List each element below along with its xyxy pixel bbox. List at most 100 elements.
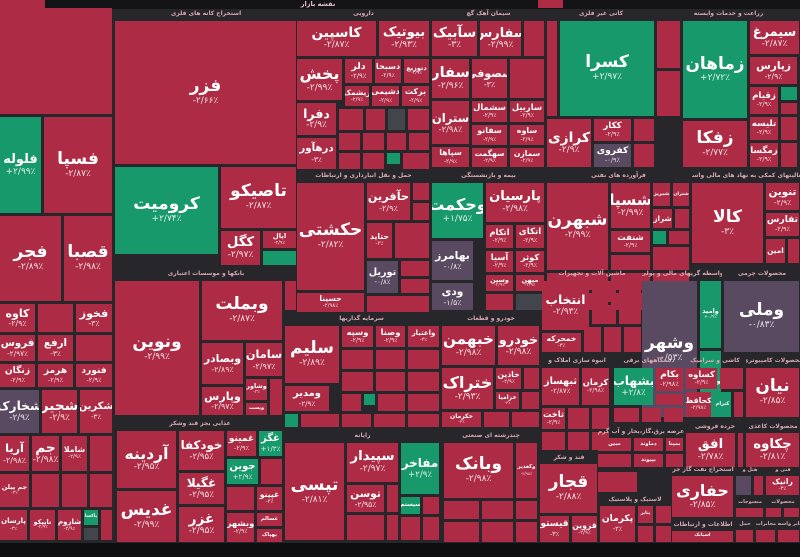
stock-tile-small[interactable]: [675, 209, 689, 228]
stock-tile[interactable]: امین: [766, 239, 785, 263]
stock-tile[interactable]: سلیم -۲/۸۹٪: [285, 326, 339, 383]
stock-tile[interactable]: سآبیک -۳٪: [432, 21, 477, 56]
stock-tile[interactable]: سپاها -۲/۹٪: [432, 147, 469, 167]
stock-tile[interactable]: ستران -۲/۹۸٪: [432, 101, 469, 144]
stock-tile-small[interactable]: [516, 501, 537, 519]
stock-tile-small[interactable]: [366, 109, 385, 130]
stock-tile[interactable]: فلوله +۲/۹۹٪: [0, 117, 41, 213]
stock-tile[interactable]: دفرا -۲/۹٪: [297, 103, 336, 135]
stock-tile[interactable]: رانیک -۳٪: [766, 476, 799, 495]
stock-tile-small[interactable]: [387, 515, 398, 540]
stock-tile-small[interactable]: [301, 414, 339, 427]
stock-tile[interactable]: وپارس -۲/۹۷٪: [202, 387, 243, 415]
stock-tile-small[interactable]: [339, 109, 363, 130]
stock-tile[interactable]: هرمز -۲/۹٪: [38, 364, 73, 387]
stock-tile-small[interactable]: [642, 408, 661, 422]
stock-tile[interactable]: پخش -۲/۹۹٪: [297, 59, 342, 100]
stock-tile-small[interactable]: [423, 497, 439, 514]
stock-tile-small[interactable]: [261, 459, 282, 484]
stock-tile[interactable]: شجیر -۲/۹٪: [42, 390, 77, 433]
stock-tile[interactable]: سپیدار -۲/۹۷٪: [347, 443, 398, 482]
stock-tile-small[interactable]: [754, 476, 763, 495]
stock-tile[interactable]: زمگسا -۲/۹٪: [750, 143, 778, 167]
stock-tile-small[interactable]: [512, 412, 539, 427]
stock-tile[interactable]: فجر -۲/۸۹٪: [0, 216, 61, 301]
stock-tile[interactable]: جم -۲/۹۸٪: [32, 436, 59, 471]
stock-tile-small[interactable]: [522, 392, 539, 409]
stock-tile-small[interactable]: [781, 117, 797, 140]
stock-tile[interactable]: چکاوه -۲/۸۱٪: [746, 433, 799, 467]
stock-tile[interactable]: قجار -۲/۸۸٪: [540, 464, 597, 513]
stock-tile-small[interactable]: [638, 526, 653, 542]
stock-tile[interactable]: خمحرکه -۳٪: [542, 333, 581, 352]
stock-tile-small[interactable]: [484, 412, 509, 427]
stock-tile-small[interactable]: [363, 133, 384, 150]
stock-tile-small[interactable]: [482, 501, 513, 519]
stock-tile[interactable]: آردینه -۲/۹۵٪: [117, 431, 176, 488]
stock-tile-small[interactable]: [227, 487, 254, 510]
stock-tile[interactable]: پارسان -۳٪: [0, 510, 27, 540]
stock-tile[interactable]: خاذین -۲/۹٪: [496, 368, 521, 389]
stock-tile-small[interactable]: [388, 109, 405, 130]
stock-tile[interactable]: کرمان -۲/۹۸٪: [582, 368, 609, 405]
stock-tile-small[interactable]: [634, 119, 654, 141]
stock-tile[interactable]: خودرو -۲/۹۸٪: [498, 326, 539, 365]
stock-tile[interactable]: افق -۲/۷۸٪: [686, 433, 735, 467]
stock-tile-small[interactable]: [408, 372, 439, 391]
stock-tile-small[interactable]: [395, 223, 429, 258]
stock-tile[interactable]: کساوه -۲/۹٪: [686, 368, 717, 389]
stock-tile[interactable]: بیوتیک -۲/۹۳٪: [379, 21, 429, 56]
stock-tile[interactable]: تاپیکو -۲/۹٪: [30, 510, 55, 540]
stock-tile[interactable]: شنفت -۲/۹٪: [611, 231, 650, 252]
stock-tile-small[interactable]: [367, 296, 429, 312]
stock-tile-small[interactable]: [568, 408, 589, 429]
stock-tile[interactable]: دشیمی -۲/۹٪: [372, 86, 399, 106]
stock-tile[interactable]: ونوین -۲/۹۹٪: [115, 281, 199, 415]
stock-tile[interactable]: کرازی -۲/۹٪: [547, 119, 591, 167]
stock-tile[interactable]: فزر -۲/۶۶٪: [115, 21, 296, 164]
stock-tile[interactable]: کسرا +۲/۹۷٪: [560, 21, 654, 116]
stock-tile-small[interactable]: [720, 368, 743, 389]
stock-tile[interactable]: درهآور -۳٪: [297, 138, 336, 169]
stock-tile-small[interactable]: [403, 153, 429, 169]
stock-tile[interactable]: پارسیان -۲/۹۸٪: [486, 183, 544, 222]
stock-tile[interactable]: زقیام -۲/۹٪: [750, 87, 778, 114]
stock-tile[interactable]: کرومیت +۲/۷۴٪: [115, 167, 218, 254]
stock-tile[interactable]: اتکام -۲/۹٪: [486, 225, 513, 248]
stock-tile-small[interactable]: [0, 8, 112, 114]
stock-tile-small[interactable]: [270, 379, 282, 415]
stock-tile-small[interactable]: [738, 433, 743, 467]
stock-tile-small[interactable]: [387, 153, 400, 164]
stock-tile-small[interactable]: [766, 508, 781, 517]
stock-tile-small[interactable]: [408, 350, 439, 369]
stock-tile-small[interactable]: [408, 394, 439, 411]
stock-tile[interactable]: تاصیکو -۲/۸۷٪: [221, 167, 296, 228]
stock-tile-small[interactable]: [656, 506, 671, 523]
stock-tile-small[interactable]: [656, 394, 683, 405]
stock-tile-small[interactable]: [413, 183, 429, 200]
stock-tile[interactable]: تنوین -۲/۹٪: [766, 183, 799, 210]
stock-tile-small[interactable]: [619, 281, 641, 302]
stock-tile-small[interactable]: [339, 153, 360, 169]
stock-tile[interactable]: قصبا -۲/۹۸٪: [64, 216, 112, 301]
stock-tile[interactable]: غگیلا -۲/۹۵٪: [179, 473, 224, 504]
stock-tile-small[interactable]: [263, 251, 296, 265]
stock-tile[interactable]: کفروی -۰/۹٪: [594, 144, 631, 167]
stock-tile-small[interactable]: [401, 261, 429, 276]
stock-tile[interactable]: غسالم: [257, 513, 282, 526]
stock-tile-small[interactable]: [62, 474, 87, 507]
stock-tile-small[interactable]: [409, 133, 429, 150]
stock-tile-small[interactable]: [666, 454, 683, 467]
stock-tile[interactable]: غزر -۲/۹۵٪: [179, 507, 224, 542]
stock-tile-small[interactable]: [38, 304, 73, 332]
stock-tile[interactable]: وامید +۰/۹٪: [700, 281, 721, 348]
stock-tile-small[interactable]: [364, 394, 375, 405]
stock-tile[interactable]: خکرمان -۳٪: [442, 412, 481, 427]
stock-tile[interactable]: اسیاتک: [672, 531, 733, 542]
stock-tile[interactable]: بشهاب +۲/۸٪: [614, 368, 653, 405]
stock-tile[interactable]: کترام: [714, 392, 731, 417]
stock-tile-small[interactable]: [584, 327, 601, 352]
stock-tile-small[interactable]: [84, 528, 98, 540]
stock-tile[interactable]: کوثر -۲/۹٪: [516, 251, 544, 272]
stock-tile-small[interactable]: [778, 530, 799, 542]
